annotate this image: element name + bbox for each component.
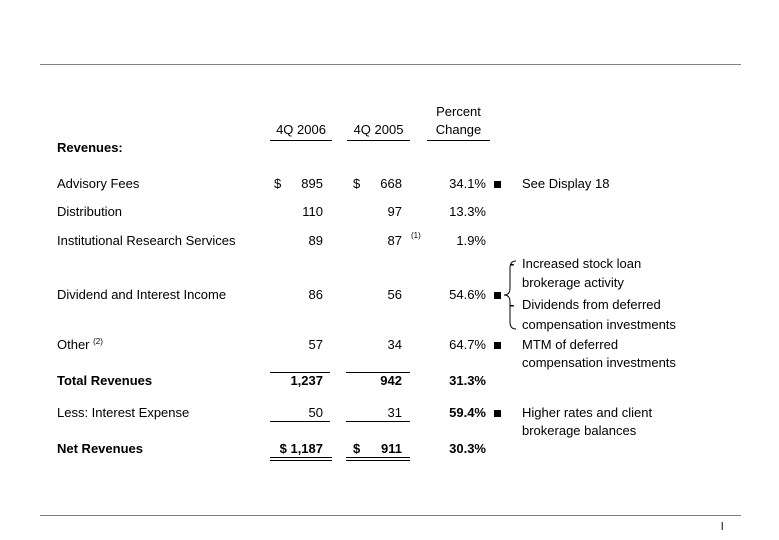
value-4q2006: 1,237 xyxy=(290,373,323,388)
header-change: Change xyxy=(435,122,482,137)
value-4q2006: 50 xyxy=(308,405,323,420)
note: brokerage balances xyxy=(522,423,637,438)
note: Increased stock loan xyxy=(522,256,642,271)
note: brokerage activity xyxy=(522,275,624,290)
value-4q2005: 87 xyxy=(387,233,402,248)
note: compensation investments xyxy=(522,355,676,370)
value-4q2005: 34 xyxy=(387,337,402,352)
value-4q2005: 942 xyxy=(380,373,402,388)
rule-line xyxy=(346,421,410,422)
brace xyxy=(503,260,517,330)
percent-change: 30.3% xyxy=(449,441,486,456)
value-4q2005: 56 xyxy=(387,287,402,302)
value-4q2006: 895 xyxy=(301,176,323,191)
bullet-icon xyxy=(494,292,501,299)
footnote-ref: (1) xyxy=(411,231,421,240)
header-4q2005: 4Q 2005 xyxy=(353,122,404,137)
label-text: Dividend and Interest Income xyxy=(57,287,227,302)
row-label: Other (2) xyxy=(57,337,103,353)
dash-icon: - xyxy=(510,256,515,271)
percent-change: 54.6% xyxy=(449,287,486,302)
value-4q2005: 668 xyxy=(380,176,402,191)
percent-change: 1.9% xyxy=(456,233,486,248)
rule-line xyxy=(270,457,332,458)
currency-symbol: $ xyxy=(353,176,361,191)
label-text: Other xyxy=(57,337,90,352)
bullet-icon xyxy=(494,342,501,349)
value-4q2006: 110 xyxy=(302,204,323,219)
rule-line xyxy=(270,372,330,373)
percent-change: 13.3% xyxy=(449,204,486,219)
label-text: Less: Interest Expense xyxy=(57,405,190,420)
value-4q2005: 911 xyxy=(381,441,402,456)
value-4q2005: 31 xyxy=(387,405,402,420)
footnote-ref: (2) xyxy=(93,337,103,346)
row-label: Dividend and Interest Income xyxy=(57,287,226,303)
value-4q2006: 57 xyxy=(308,337,323,352)
currency-symbol: $ xyxy=(274,176,282,191)
section-revenues: Revenues: xyxy=(57,140,123,155)
note: MTM of deferred xyxy=(522,337,619,352)
note: compensation investments xyxy=(522,317,676,332)
top-rule xyxy=(40,64,741,65)
page-number: l xyxy=(721,521,724,533)
rule-line xyxy=(346,457,410,458)
percent-change: 31.3% xyxy=(449,373,486,388)
bullet-icon xyxy=(494,181,501,188)
note: Dividends from deferred xyxy=(522,297,661,312)
percent-change: 64.7% xyxy=(449,337,486,352)
bottom-rule xyxy=(40,515,741,516)
label-text: Net Revenues xyxy=(57,441,143,456)
label-text: Total Revenues xyxy=(57,373,153,388)
value-4q2006: 86 xyxy=(308,287,323,302)
value-4q2005: 97 xyxy=(387,204,402,219)
row-label: Institutional Research Services xyxy=(57,233,235,249)
label-text: Institutional Research Services xyxy=(57,233,236,248)
row-label: Total Revenues xyxy=(57,373,152,389)
header-4q2006: 4Q 2006 xyxy=(276,122,326,137)
note: See Display 18 xyxy=(522,176,610,191)
value-4q2006: 89 xyxy=(308,233,323,248)
row-label: Distribution xyxy=(57,204,122,220)
label-text: Advisory Fees xyxy=(57,176,140,191)
currency-symbol: $ xyxy=(353,441,361,456)
note: Higher rates and client xyxy=(522,405,653,420)
row-label: Net Revenues xyxy=(57,441,143,457)
header-percent: Percent xyxy=(436,104,481,119)
row-label: Advisory Fees xyxy=(57,176,139,192)
percent-change: 59.4% xyxy=(449,405,486,420)
rule-line xyxy=(346,460,410,461)
rule-line xyxy=(270,421,330,422)
rule-line xyxy=(346,372,410,373)
percent-change: 34.1% xyxy=(449,176,486,191)
dash-icon: - xyxy=(510,297,515,312)
label-text: Distribution xyxy=(57,204,123,219)
value-4q2006: $ 1,187 xyxy=(279,441,323,456)
rule-line xyxy=(270,460,332,461)
row-label: Less: Interest Expense xyxy=(57,405,189,421)
bullet-icon xyxy=(494,410,501,417)
